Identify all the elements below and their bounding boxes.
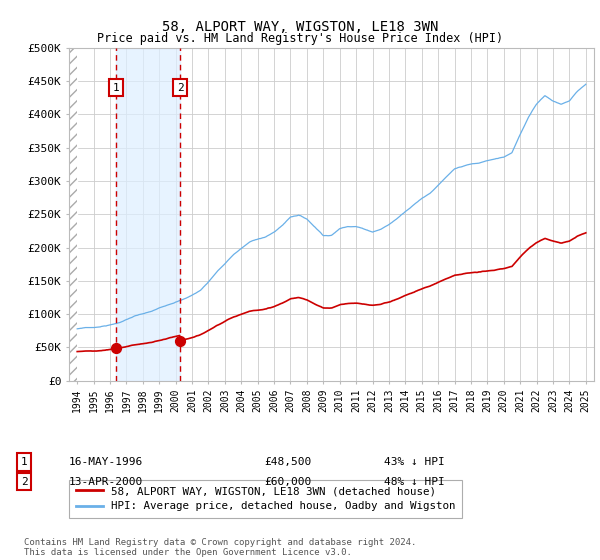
Text: 1: 1 bbox=[20, 457, 28, 467]
Point bbox=[111, 344, 121, 353]
Text: 58, ALPORT WAY, WIGSTON, LE18 3WN: 58, ALPORT WAY, WIGSTON, LE18 3WN bbox=[162, 20, 438, 34]
Text: 48% ↓ HPI: 48% ↓ HPI bbox=[384, 477, 445, 487]
Bar bbox=[116, 48, 180, 381]
Text: Contains HM Land Registry data © Crown copyright and database right 2024.
This d: Contains HM Land Registry data © Crown c… bbox=[24, 538, 416, 557]
Text: 16-MAY-1996: 16-MAY-1996 bbox=[69, 457, 143, 467]
Text: £60,000: £60,000 bbox=[264, 477, 311, 487]
Point bbox=[175, 337, 185, 346]
Text: 2: 2 bbox=[177, 82, 184, 92]
Text: 43% ↓ HPI: 43% ↓ HPI bbox=[384, 457, 445, 467]
Text: Price paid vs. HM Land Registry's House Price Index (HPI): Price paid vs. HM Land Registry's House … bbox=[97, 32, 503, 45]
Text: 2: 2 bbox=[20, 477, 28, 487]
Text: 1: 1 bbox=[113, 82, 119, 92]
Text: £48,500: £48,500 bbox=[264, 457, 311, 467]
Bar bbox=[69, 48, 77, 381]
Bar bbox=[69, 48, 77, 381]
Text: 13-APR-2000: 13-APR-2000 bbox=[69, 477, 143, 487]
Legend: 58, ALPORT WAY, WIGSTON, LE18 3WN (detached house), HPI: Average price, detached: 58, ALPORT WAY, WIGSTON, LE18 3WN (detac… bbox=[69, 479, 463, 518]
